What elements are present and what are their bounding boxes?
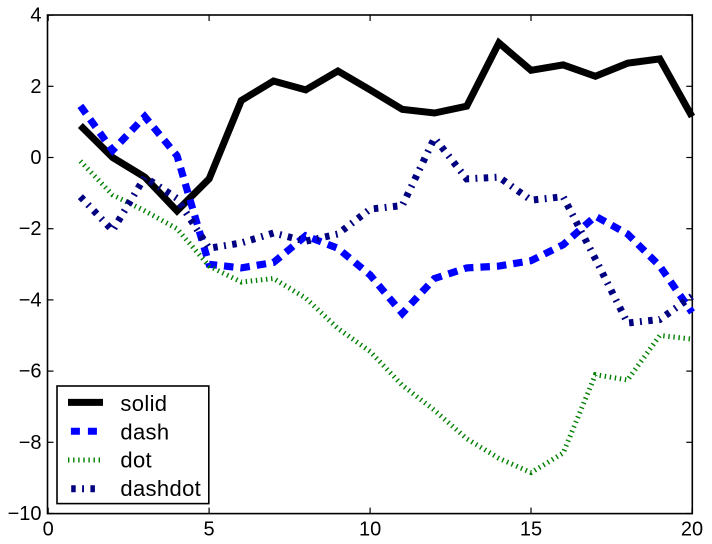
svg-text:20: 20 (681, 519, 703, 541)
svg-text:5: 5 (204, 519, 215, 541)
svg-text:dash: dash (120, 419, 169, 444)
svg-text:15: 15 (520, 519, 542, 541)
svg-text:−6: −6 (19, 361, 42, 383)
svg-text:−8: −8 (19, 432, 42, 454)
svg-text:−2: −2 (19, 218, 42, 240)
svg-text:0: 0 (43, 519, 54, 541)
svg-text:2: 2 (30, 76, 41, 98)
svg-text:4: 4 (30, 5, 41, 27)
svg-text:0: 0 (30, 147, 41, 169)
svg-text:−10: −10 (8, 503, 42, 525)
svg-text:−4: −4 (19, 289, 42, 311)
svg-text:10: 10 (359, 519, 381, 541)
svg-text:dot: dot (120, 448, 152, 473)
svg-text:solid: solid (120, 391, 167, 416)
svg-text:dashdot: dashdot (120, 476, 201, 501)
